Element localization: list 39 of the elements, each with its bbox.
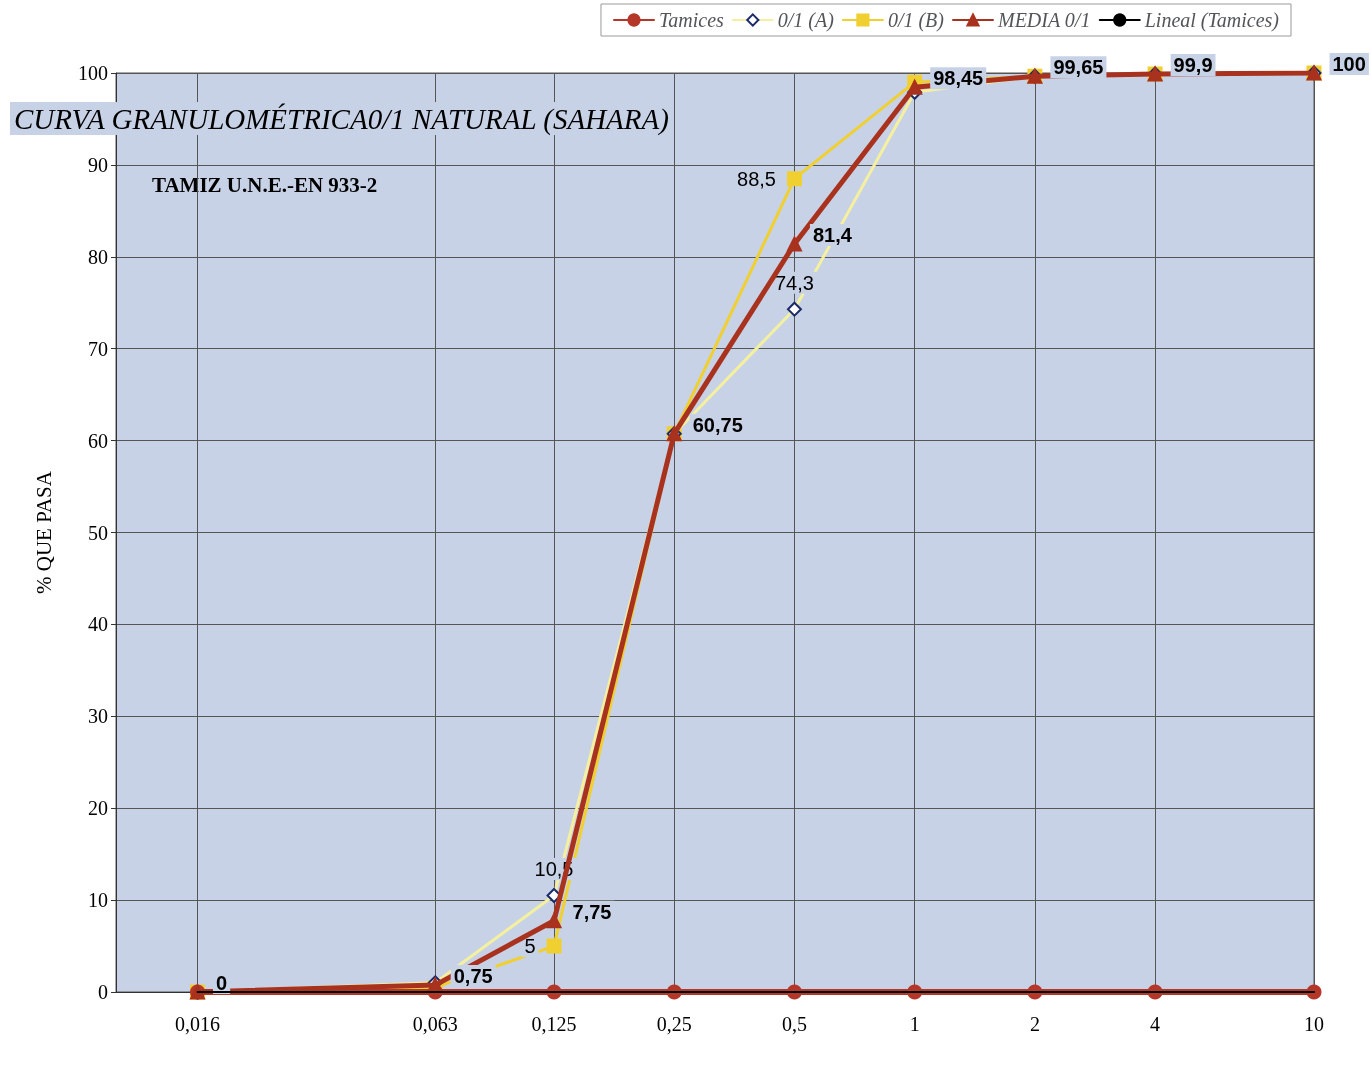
x-tick-label: 4 <box>1150 1013 1161 1035</box>
y-tick-label: 90 <box>88 153 108 176</box>
x-tick-label: 2 <box>1029 1013 1040 1035</box>
y-tick-label: 20 <box>88 797 108 820</box>
data-label: 0 <box>216 972 228 994</box>
data-label: 99,65 <box>1053 56 1104 79</box>
data-label: 5 <box>524 935 536 958</box>
text: CURVA GRANULOMÉTRICA0/1 NATURAL (SAHARA) <box>14 102 669 136</box>
legend-label: 0/1 (A) <box>777 9 835 32</box>
data-label: 100 <box>1332 53 1366 75</box>
x-tick-label: 0,063 <box>412 1013 458 1035</box>
data-label: 99,9 <box>1173 53 1213 76</box>
data-label: 98,45 <box>933 67 984 90</box>
data-label: 0,75 <box>453 965 493 988</box>
legend-label: Lineal (Tamices) <box>1143 9 1280 32</box>
x-tick-label: 0,5 <box>781 1013 807 1035</box>
legend-label: MEDIA 0/1 <box>996 9 1091 31</box>
data-label: 88,5 <box>737 167 776 190</box>
legend-label: 0/1 (B) <box>887 9 945 32</box>
y-tick-label: 50 <box>88 521 108 544</box>
y-tick-label: 100 <box>78 62 108 84</box>
data-label: 81,4 <box>812 223 853 246</box>
data-label: 60,75 <box>692 413 743 436</box>
x-tick-label: 0,125 <box>531 1013 577 1035</box>
x-tick-label: 0,25 <box>656 1013 692 1035</box>
x-tick-label: 10 <box>1304 1013 1324 1035</box>
data-label: 74,3 <box>774 271 814 294</box>
y-tick-label: 30 <box>88 705 108 728</box>
data-label: 7,75 <box>572 900 612 923</box>
y-tick-label: 60 <box>88 429 108 452</box>
y-tick-label: 0 <box>98 981 108 1003</box>
y-tick-label: 10 <box>88 889 108 912</box>
x-tick-label: 1 <box>909 1013 920 1035</box>
y-tick-label: 80 <box>88 245 108 268</box>
legend-label: Tamices <box>658 9 725 31</box>
y-tick-label: 70 <box>88 337 108 360</box>
y-tick-label: 40 <box>88 613 108 636</box>
x-tick-label: 0,016 <box>175 1013 221 1035</box>
y-axis-title: % QUE PASA <box>31 470 56 594</box>
